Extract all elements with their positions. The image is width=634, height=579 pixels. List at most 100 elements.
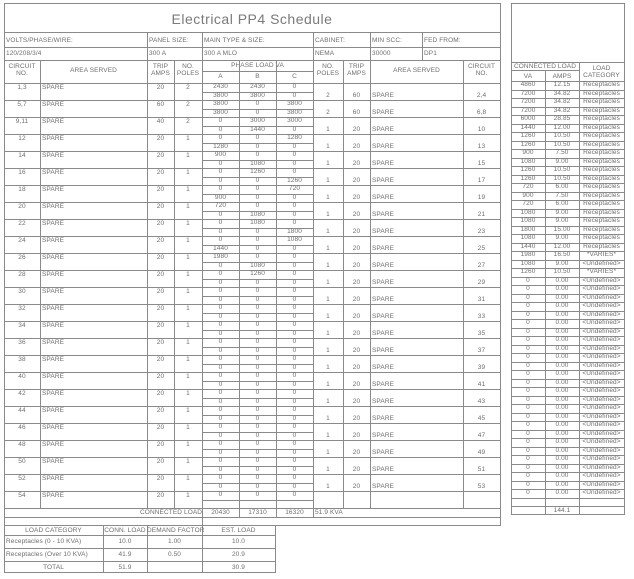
grid-line [4, 389, 501, 390]
left-area-served: SPARE [42, 288, 65, 295]
header-trip-amps: TRIP [348, 63, 365, 70]
right-trip-amps: 20 [352, 194, 361, 201]
phase-a-load: 0 [218, 321, 223, 328]
connected-amps: 10.50 [553, 268, 571, 275]
left-trip-amps: 20 [156, 492, 165, 499]
grid-line [202, 313, 314, 314]
phase-a-load: 0 [218, 457, 223, 464]
left-no-poles: 1 [186, 186, 190, 193]
left-circuit-no: 22 [18, 220, 26, 227]
phase-c-load: 0 [292, 304, 297, 311]
right-area-served: SPARE [372, 466, 395, 473]
left-area-served: SPARE [42, 407, 65, 414]
grid-line [511, 183, 625, 184]
phase-b-load: 1080 [250, 219, 265, 226]
left-area-served: SPARE [42, 254, 65, 261]
right-no-poles: 2 [326, 92, 330, 99]
grid-line [511, 345, 625, 346]
left-area-served: SPARE [42, 135, 65, 142]
phase-c-load: 1800 [287, 228, 302, 235]
connected-va: 7200 [520, 98, 536, 105]
phase-c-load: 1080 [287, 236, 302, 243]
summary-value: 20.9 [231, 551, 246, 558]
header-phase-c: C [292, 73, 297, 80]
phase-b-load: 3800 [250, 92, 265, 99]
connected-amps: 15.00 [553, 226, 571, 233]
connected-amps: 0.00 [555, 379, 569, 386]
header-area-served: AREA SERVED [393, 67, 440, 74]
connected-amps: 0.00 [555, 430, 569, 437]
connected-amps: 0.00 [555, 438, 569, 445]
grid-line [4, 151, 501, 152]
grid-line [4, 525, 501, 526]
connected-amps: 0.00 [555, 413, 569, 420]
grid-line [343, 60, 344, 509]
phase-a-load: 0 [218, 406, 223, 413]
grid-line [4, 100, 501, 101]
connected-va: 0 [526, 481, 530, 488]
phase-c-load: 3800 [287, 109, 302, 116]
right-trip-amps: 20 [352, 449, 361, 456]
left-trip-amps: 20 [156, 203, 165, 210]
phase-b-load: 0 [255, 338, 260, 345]
left-no-poles: 1 [186, 475, 190, 482]
phase-c-load: 0 [292, 202, 297, 209]
phase-b-load: 3000 [250, 117, 265, 124]
grid-line [202, 109, 314, 110]
grid-line [511, 277, 625, 278]
grid-line [4, 304, 501, 305]
phase-b-load: 0 [255, 296, 260, 303]
grid-line [202, 432, 314, 433]
grid-line [511, 396, 625, 397]
connected-amps: 9.00 [555, 260, 569, 267]
connected-amps: 0.00 [555, 328, 569, 335]
phase-a-load: 0 [218, 236, 223, 243]
right-circuit-no: 31 [477, 296, 486, 303]
connected-va: 1260 [520, 268, 536, 275]
load-category: Receptacles [583, 226, 620, 233]
right-area-served: SPARE [372, 449, 395, 456]
left-circuit-no: 38 [18, 356, 26, 363]
right-no-poles: 1 [326, 432, 330, 439]
phase-b-load: 0 [255, 134, 260, 141]
grid-line [202, 449, 314, 450]
grid-line [4, 457, 501, 458]
load-category: <Undefined> [582, 370, 621, 377]
grid-line [202, 483, 314, 484]
load-category: <Undefined> [582, 302, 621, 309]
left-trip-amps: 20 [156, 339, 165, 346]
grid-line [4, 525, 5, 573]
left-no-poles: 2 [186, 84, 190, 91]
right-no-poles: 1 [326, 262, 330, 269]
connected-load-phase-b: 17310 [248, 509, 267, 516]
right-circuit-no: 37 [477, 347, 486, 354]
connected-va: 0 [526, 421, 530, 428]
connected-amps: 0.00 [555, 396, 569, 403]
phase-a-load: 0 [218, 134, 223, 141]
right-circuit-no: 33 [477, 313, 486, 320]
grid-line [202, 194, 314, 195]
phase-a-load: 0 [218, 415, 223, 422]
phase-c-load: 0 [292, 194, 297, 201]
header-trip-amps: TRIP [152, 63, 169, 70]
grid-line [511, 3, 625, 4]
right-trip-amps: 20 [352, 466, 361, 473]
load-category: Receptacles [583, 234, 620, 241]
left-no-poles: 1 [186, 135, 190, 142]
left-circuit-no: 30 [18, 288, 26, 295]
phase-b-load: 0 [255, 491, 260, 498]
right-trip-amps: 20 [352, 296, 361, 303]
summary-value: 0.50 [167, 551, 182, 558]
phase-c-load: 0 [292, 92, 297, 99]
load-category: <Undefined> [582, 336, 621, 343]
left-area-served: SPARE [42, 237, 65, 244]
left-area-served: SPARE [42, 356, 65, 363]
left-no-poles: 1 [186, 254, 190, 261]
grid-line [4, 117, 501, 118]
right-circuit-no: 23 [477, 228, 486, 235]
right-trip-amps: 20 [352, 160, 361, 167]
right-trip-amps: 20 [352, 143, 361, 150]
phase-c-load: 0 [292, 160, 297, 167]
connected-amps: 7.50 [555, 149, 569, 156]
left-circuit-no: 52 [18, 475, 26, 482]
